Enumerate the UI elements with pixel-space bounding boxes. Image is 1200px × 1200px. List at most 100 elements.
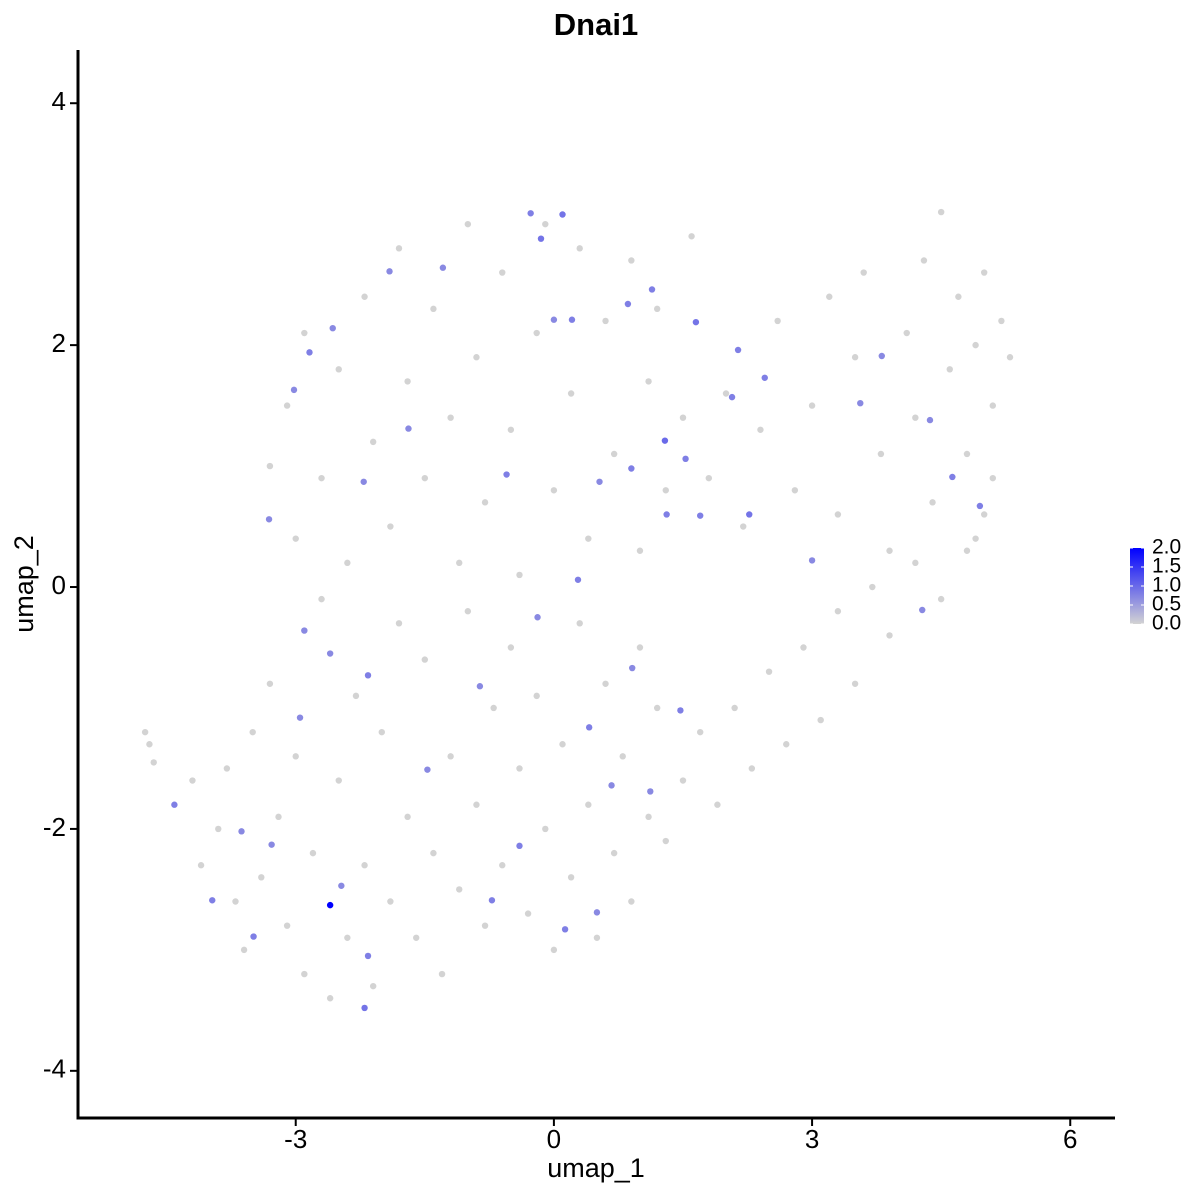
point <box>998 317 1005 325</box>
point <box>318 595 325 603</box>
point <box>209 897 216 904</box>
point <box>746 511 753 518</box>
point <box>364 672 372 679</box>
point <box>301 627 308 634</box>
point <box>645 378 652 385</box>
colorbar-label: 2.0 <box>1152 536 1181 559</box>
point <box>679 777 687 784</box>
point <box>516 842 523 850</box>
point <box>361 293 368 300</box>
point <box>937 208 945 216</box>
point <box>215 825 222 833</box>
point <box>662 837 669 845</box>
point <box>765 668 773 675</box>
point <box>550 487 558 494</box>
point <box>464 220 472 228</box>
point <box>335 366 342 373</box>
point <box>989 474 996 482</box>
point <box>661 437 669 444</box>
point <box>628 898 635 905</box>
point <box>283 402 291 409</box>
point <box>645 813 652 821</box>
point <box>361 862 368 869</box>
point <box>550 946 558 954</box>
point <box>860 269 867 276</box>
point <box>387 523 394 530</box>
point <box>292 753 299 760</box>
point <box>740 523 747 530</box>
point <box>481 499 489 506</box>
point <box>309 849 317 857</box>
point <box>296 714 304 721</box>
point <box>537 235 545 242</box>
point <box>734 346 742 354</box>
point <box>456 886 463 893</box>
point <box>542 825 549 833</box>
point <box>338 882 345 889</box>
point <box>619 753 626 760</box>
point <box>250 933 257 940</box>
x-axis-label: umap_1 <box>547 1153 645 1183</box>
point <box>266 680 274 687</box>
point <box>141 728 149 736</box>
point <box>473 801 480 808</box>
point <box>682 455 689 463</box>
point <box>783 741 790 748</box>
y-tick-label: 2 <box>52 328 66 358</box>
point <box>189 777 196 784</box>
point <box>857 399 864 407</box>
point <box>663 511 670 518</box>
y-tick-label: -4 <box>43 1054 66 1084</box>
point <box>602 317 609 325</box>
point <box>912 414 919 421</box>
point <box>335 777 342 784</box>
point <box>405 425 412 432</box>
chart-title: Dnai1 <box>554 7 638 42</box>
point <box>886 547 893 554</box>
point <box>360 478 367 485</box>
point <box>146 741 153 748</box>
point <box>610 849 618 857</box>
point <box>290 386 298 394</box>
point <box>757 426 764 433</box>
point <box>972 341 979 349</box>
point <box>774 317 781 325</box>
point <box>677 707 684 714</box>
point <box>636 547 644 554</box>
point <box>920 257 928 264</box>
point <box>628 257 635 264</box>
colorbar-label: 1.0 <box>1152 574 1181 597</box>
point <box>903 329 910 337</box>
point <box>596 478 603 485</box>
point <box>653 305 661 313</box>
point <box>648 286 656 293</box>
point <box>731 704 738 712</box>
point <box>516 765 523 772</box>
point <box>937 595 945 603</box>
point <box>265 516 273 523</box>
point <box>404 378 411 385</box>
x-tick-label: 3 <box>805 1124 819 1154</box>
point <box>602 680 609 687</box>
point <box>240 946 248 954</box>
point <box>507 426 515 433</box>
point <box>576 620 583 627</box>
point <box>266 462 274 470</box>
point <box>629 664 636 672</box>
point <box>499 269 506 276</box>
point <box>624 300 632 308</box>
point <box>318 474 325 482</box>
point <box>568 316 576 323</box>
point <box>692 318 700 326</box>
point <box>456 559 463 567</box>
y-tick-label: 0 <box>52 570 66 600</box>
point <box>576 245 583 252</box>
point <box>447 414 454 421</box>
point <box>378 728 385 736</box>
point <box>912 559 919 567</box>
point <box>963 450 971 458</box>
point <box>395 620 403 627</box>
point <box>542 220 549 228</box>
point <box>447 753 454 760</box>
point <box>851 680 859 687</box>
